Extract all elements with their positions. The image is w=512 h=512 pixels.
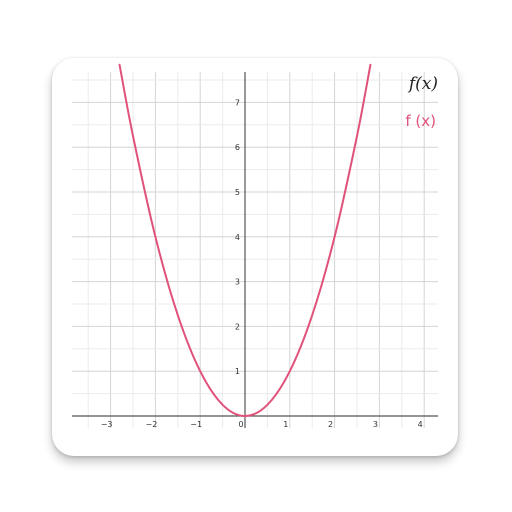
y-tick-label: 3 [235,278,240,287]
y-tick-label: 1 [235,367,240,376]
x-tick-label: 2 [328,420,333,429]
legend: f(x) f (x) [405,74,438,130]
graph-app-icon: −3 −2 −1 0 1 2 3 4 1 2 3 4 5 6 7 f(x) f (x) [52,58,458,456]
y-tick-label: 7 [235,98,240,107]
x-tick-label: −3 [101,420,113,429]
legend-series-label: f (x) [405,112,436,130]
tick-labels: −3 −2 −1 0 1 2 3 4 1 2 3 4 5 6 7 [101,98,423,429]
grid [72,72,438,428]
legend-expression-label: f(x) [407,74,438,94]
series-line [118,63,372,417]
axes [72,72,438,428]
series-layer [118,63,372,417]
x-tick-label: 3 [373,420,378,429]
y-tick-label: 6 [235,143,240,152]
y-tick-label: 5 [235,188,240,197]
y-tick-label: 4 [235,233,240,242]
x-tick-label: 1 [283,420,288,429]
x-tick-label: −1 [190,420,202,429]
x-tick-label: −2 [146,420,158,429]
y-tick-label: 2 [235,322,240,331]
x-tick-label: 0 [238,420,243,429]
function-plot: −3 −2 −1 0 1 2 3 4 1 2 3 4 5 6 7 f(x) f (x) [72,63,438,429]
x-tick-label: 4 [418,420,423,429]
